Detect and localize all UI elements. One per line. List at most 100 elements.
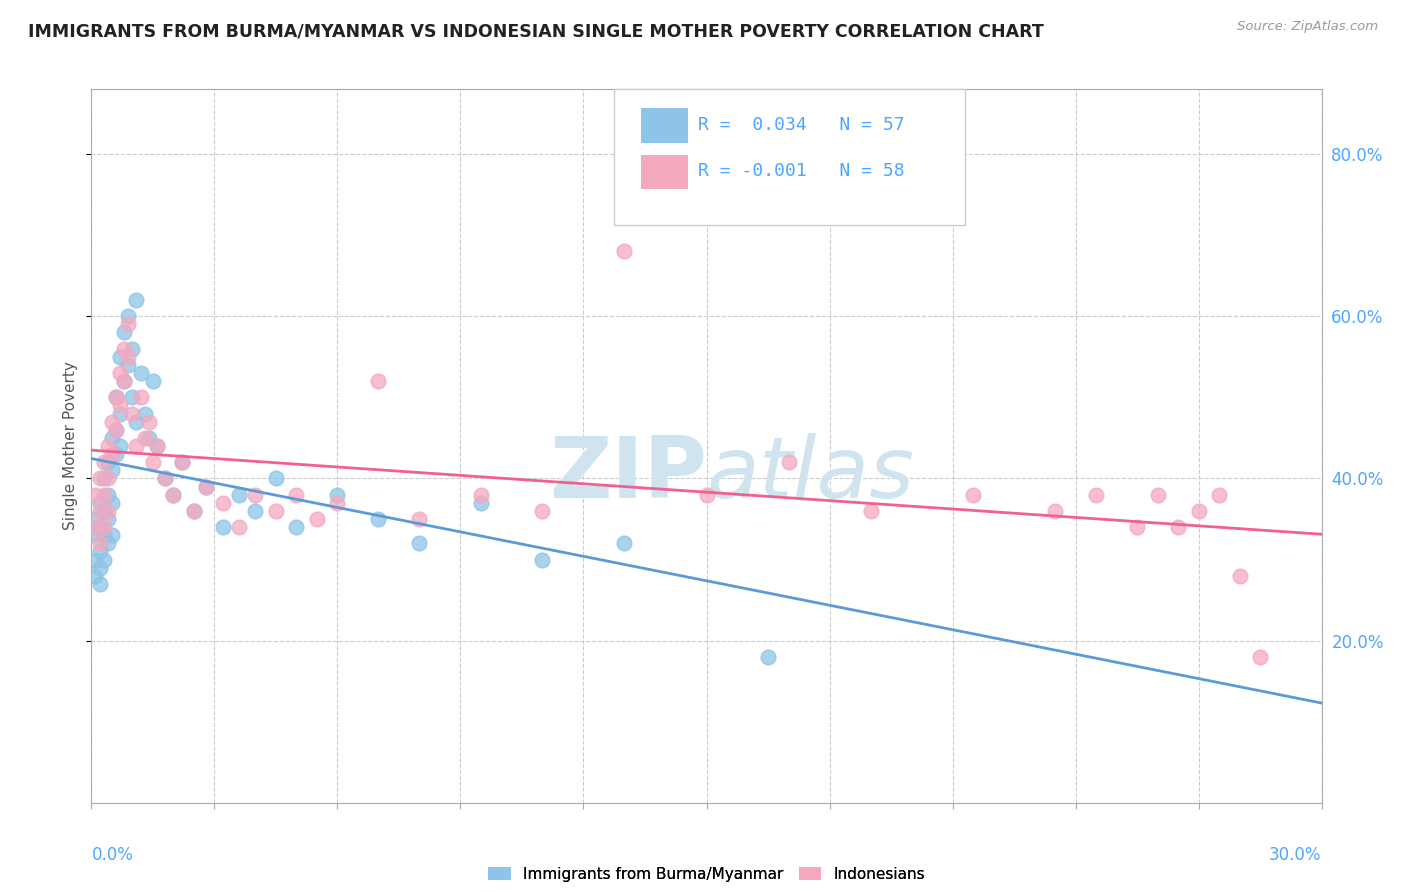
Point: [84, 520, 107, 534]
Point: [89, 520, 111, 534]
Point: [531, 504, 554, 518]
Point: [93, 471, 115, 485]
Point: [1167, 520, 1189, 534]
Point: [367, 374, 389, 388]
Point: [93, 504, 115, 518]
Point: [93, 520, 115, 534]
Point: [89, 536, 111, 550]
Point: [97, 536, 120, 550]
Point: [408, 512, 430, 526]
Point: [97, 455, 120, 469]
FancyBboxPatch shape: [641, 155, 688, 189]
Text: ZIP: ZIP: [548, 433, 706, 516]
Point: [89, 496, 111, 510]
Text: Source: ZipAtlas.com: Source: ZipAtlas.com: [1237, 20, 1378, 33]
Point: [105, 423, 127, 437]
Point: [1043, 504, 1066, 518]
Point: [1249, 649, 1271, 664]
Point: [756, 649, 779, 664]
Point: [108, 407, 131, 421]
Point: [121, 390, 143, 404]
Point: [285, 520, 308, 534]
Point: [89, 577, 111, 591]
Point: [121, 407, 143, 421]
Point: [326, 488, 349, 502]
Point: [129, 366, 152, 380]
Point: [93, 552, 115, 566]
Point: [112, 342, 135, 356]
Point: [89, 471, 111, 485]
Text: R = -0.001   N = 58: R = -0.001 N = 58: [697, 162, 904, 180]
Point: [108, 439, 131, 453]
Point: [101, 463, 124, 477]
Point: [105, 390, 127, 404]
Point: [962, 488, 984, 502]
Point: [97, 471, 120, 485]
Point: [859, 504, 882, 518]
Point: [125, 293, 148, 307]
Point: [93, 488, 115, 502]
Point: [125, 415, 148, 429]
Point: [93, 455, 115, 469]
Point: [146, 439, 169, 453]
Point: [105, 447, 127, 461]
Point: [162, 488, 184, 502]
Point: [470, 488, 492, 502]
Point: [470, 496, 492, 510]
Point: [97, 488, 120, 502]
Point: [153, 471, 177, 485]
Point: [101, 415, 124, 429]
Point: [108, 366, 131, 380]
Text: 30.0%: 30.0%: [1270, 846, 1322, 863]
Point: [112, 326, 135, 340]
Point: [138, 431, 160, 445]
Point: [101, 431, 124, 445]
Text: IMMIGRANTS FROM BURMA/MYANMAR VS INDONESIAN SINGLE MOTHER POVERTY CORRELATION CH: IMMIGRANTS FROM BURMA/MYANMAR VS INDONES…: [28, 22, 1043, 40]
Point: [146, 439, 169, 453]
Point: [108, 350, 131, 364]
Point: [101, 496, 124, 510]
Point: [89, 544, 111, 558]
Point: [245, 488, 267, 502]
Point: [162, 488, 184, 502]
Point: [695, 488, 717, 502]
Point: [108, 399, 131, 413]
Point: [89, 504, 111, 518]
Point: [84, 552, 107, 566]
Point: [367, 512, 389, 526]
Point: [117, 358, 139, 372]
Point: [326, 496, 349, 510]
Point: [285, 488, 308, 502]
Point: [228, 488, 250, 502]
Legend: Immigrants from Burma/Myanmar, Indonesians: Immigrants from Burma/Myanmar, Indonesia…: [482, 861, 931, 888]
Point: [134, 407, 156, 421]
Text: 0.0%: 0.0%: [91, 846, 134, 863]
Point: [84, 568, 107, 582]
Point: [1126, 520, 1149, 534]
Point: [305, 512, 328, 526]
Point: [117, 350, 139, 364]
Point: [245, 504, 267, 518]
Point: [97, 504, 120, 518]
Text: R =  0.034   N = 57: R = 0.034 N = 57: [697, 116, 904, 134]
Point: [93, 528, 115, 542]
Point: [97, 512, 120, 526]
Point: [84, 488, 107, 502]
Point: [101, 528, 124, 542]
Point: [125, 439, 148, 453]
Point: [170, 455, 193, 469]
Point: [97, 439, 120, 453]
Point: [1187, 504, 1209, 518]
Point: [264, 504, 287, 518]
Point: [121, 342, 143, 356]
Point: [531, 552, 554, 566]
Point: [408, 536, 430, 550]
Y-axis label: Single Mother Poverty: Single Mother Poverty: [63, 361, 79, 531]
Point: [153, 471, 177, 485]
Point: [112, 374, 135, 388]
Point: [129, 390, 152, 404]
Point: [105, 423, 127, 437]
Point: [613, 536, 636, 550]
Point: [170, 455, 193, 469]
Point: [84, 512, 107, 526]
